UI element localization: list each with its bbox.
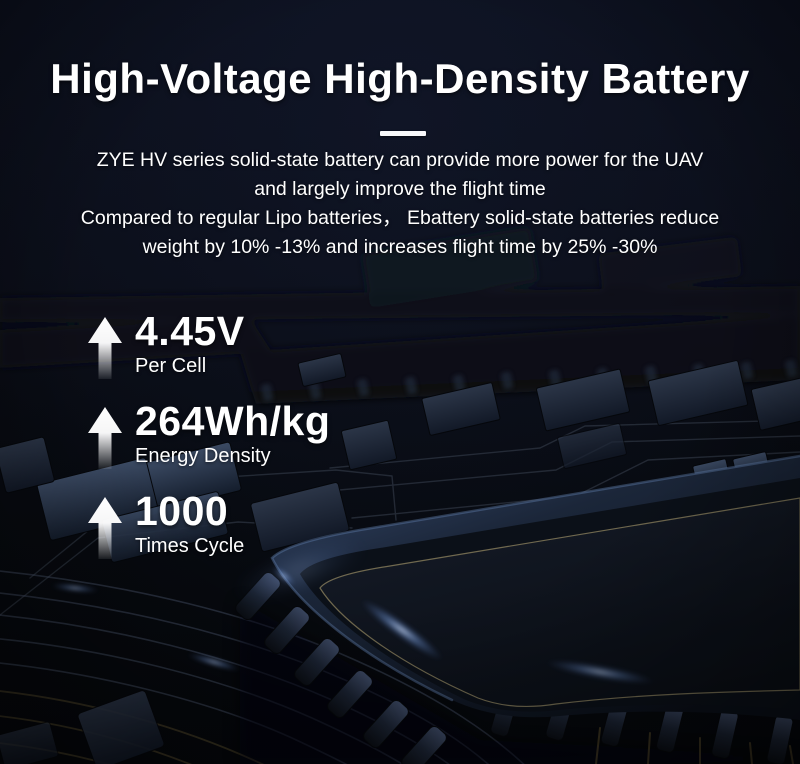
stat-value: 4.45V <box>135 308 245 354</box>
stat-text: 1000 Times Cycle <box>135 490 244 557</box>
description-text: ZYE HV series solid-state battery can pr… <box>0 146 800 262</box>
up-arrow-icon <box>88 497 122 559</box>
stat-text: 4.45V Per Cell <box>135 310 245 377</box>
up-arrow-icon <box>88 407 122 469</box>
stat-label: Per Cell <box>135 355 207 377</box>
description-line-3: Compared to regular Lipo batteries， Ebat… <box>80 207 720 229</box>
stat-energy-density: 264Wh/kg Energy Density <box>88 400 330 469</box>
title-divider <box>380 131 426 136</box>
stat-cycle-life: 1000 Times Cycle <box>88 490 244 559</box>
page-title: High-Voltage High-Density Battery <box>50 55 750 102</box>
stat-value: 264Wh/kg <box>135 398 331 444</box>
description-line-2: and largely improve the flight time <box>254 178 546 200</box>
stat-label: Energy Density <box>135 445 271 467</box>
up-arrow-icon <box>88 317 122 379</box>
stat-text: 264Wh/kg Energy Density <box>135 400 330 467</box>
stat-label: Times Cycle <box>135 535 245 557</box>
description-line-4: weight by 10% -13% and increases flight … <box>142 236 658 258</box>
description-line-1: ZYE HV series solid-state battery can pr… <box>96 149 704 171</box>
stat-voltage-per-cell: 4.45V Per Cell <box>88 310 245 379</box>
stat-value: 1000 <box>135 488 229 534</box>
